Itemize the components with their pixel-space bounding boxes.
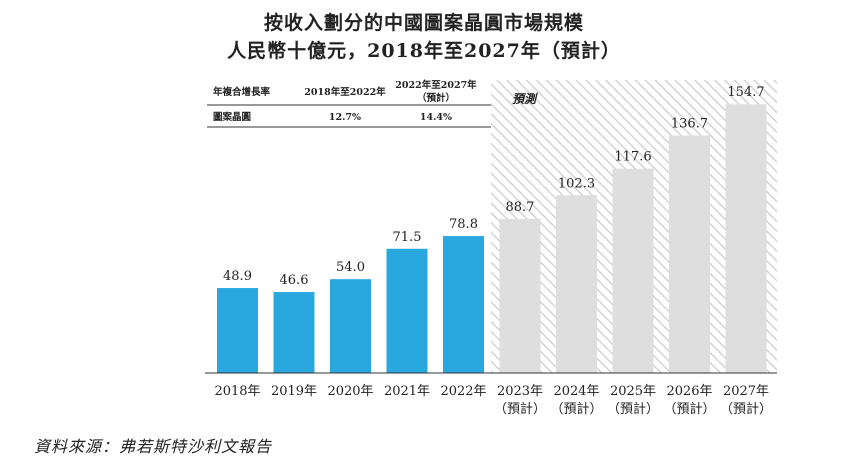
source-note: 資料來源：弗若斯特沙利文報告 [34,437,273,456]
x-tick-label: 2024年 [553,384,599,399]
value-label: 78.8 [449,217,478,232]
table-header: 2022年至2027年 [395,79,477,91]
table-header: （預計） [417,92,455,104]
x-tick-label: 2027年 [723,384,769,399]
x-tick-note: （預計） [720,401,772,417]
x-tick-label: 2022年 [440,384,486,399]
bar-2026年 [669,135,710,373]
chart-title: 按收入劃分的中國圖案晶圓市場規模 [263,12,584,34]
chart-subtitle: 人民幣十億元，2018年至2027年（預計） [227,40,621,62]
bar-2018年 [217,288,258,373]
x-tick-note: （預計） [663,401,715,417]
bar-2021年 [386,248,428,373]
table-header: 年複合增長率 [213,86,271,98]
bar-2022年 [443,236,484,373]
forecast-label: 預測 [512,92,538,106]
x-tick-label: 2018年 [214,384,260,399]
x-tick-label: 2020年 [327,384,373,399]
value-label: 117.6 [614,150,651,165]
x-tick-label: 2019年 [271,384,317,399]
x-tick-label: 2021年 [384,384,430,399]
value-label: 88.7 [506,200,535,215]
x-tick-label: 2026年 [666,384,712,399]
value-label: 154.7 [727,85,764,100]
value-label: 46.6 [280,273,309,288]
x-tick-note: （預計） [550,401,602,417]
x-tick-note: （預計） [494,401,546,417]
table-cell: 圖案晶圓 [213,111,251,123]
table-cell: 12.7% [329,112,361,123]
x-tick-label: 2025年 [610,384,656,399]
table-cell: 14.4% [420,112,452,123]
bar-2023年 [499,218,541,373]
value-label: 54.0 [336,260,365,275]
cagr-table: 年複合增長率 2018年至2022年 2022年至2027年（預計） 圖案晶圓 12.7… [207,79,491,128]
x-tick-label: 2023年 [497,384,543,399]
value-label: 71.5 [393,230,422,245]
value-label: 136.7 [671,116,708,131]
bar-2020年 [330,279,371,373]
bar-2019年 [273,292,315,373]
bar-2024年 [556,195,597,373]
value-label: 102.3 [558,176,595,191]
bar-2027年 [725,104,767,374]
value-label: 48.9 [223,269,252,284]
x-tick-note: （預計） [607,401,659,417]
table-header: 2018年至2022年 [304,86,386,98]
bar-2025年 [612,168,654,373]
